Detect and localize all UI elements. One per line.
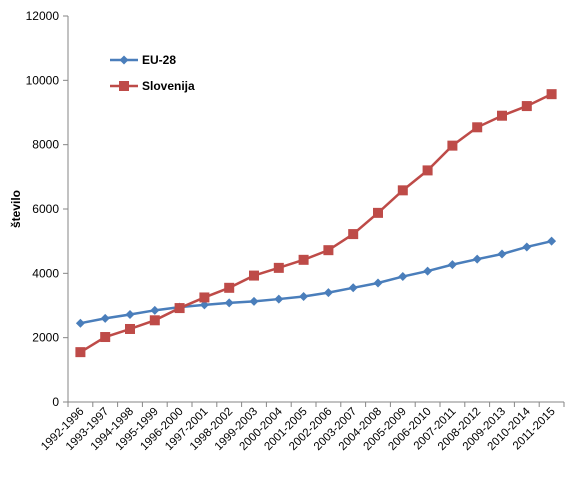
data-point — [497, 110, 507, 121]
data-point — [398, 272, 408, 282]
data-point — [298, 254, 309, 265]
data-point — [547, 236, 557, 246]
data-point — [75, 347, 86, 358]
data-point — [546, 89, 557, 100]
y-axis-title: število — [9, 190, 23, 228]
data-point — [472, 122, 483, 133]
y-tick-label: 12000 — [26, 9, 60, 23]
data-point — [348, 283, 358, 293]
data-point — [224, 298, 234, 308]
legend-swatch-marker — [119, 55, 129, 65]
legend-label: Slovenija — [142, 79, 195, 93]
data-point — [125, 310, 135, 320]
series-eu-28 — [75, 236, 557, 328]
data-point — [447, 140, 458, 151]
data-point — [299, 291, 309, 301]
data-point — [323, 288, 333, 298]
data-point — [249, 270, 259, 281]
data-point — [150, 305, 160, 315]
data-point — [273, 262, 284, 273]
legend-swatch-marker — [119, 81, 129, 91]
y-tick-label: 6000 — [32, 202, 59, 216]
data-point — [497, 249, 507, 259]
data-point — [100, 332, 111, 343]
y-tick-label: 8000 — [32, 138, 59, 152]
data-point — [199, 300, 209, 310]
data-point — [249, 296, 259, 306]
data-point — [274, 294, 284, 304]
data-point — [397, 185, 408, 196]
data-point — [149, 315, 160, 326]
y-tick-label: 10000 — [26, 73, 60, 87]
legend-item: Slovenija — [110, 79, 195, 93]
data-point — [323, 245, 334, 256]
data-point — [348, 229, 359, 240]
data-point — [373, 207, 383, 218]
data-point — [125, 323, 135, 334]
series-line — [80, 239, 552, 325]
x-axis: 1992-19961993-19971994-19981995-19991996… — [39, 401, 565, 453]
data-point — [224, 282, 235, 293]
data-point — [174, 303, 185, 314]
data-point — [423, 266, 433, 276]
data-point — [521, 101, 532, 112]
y-tick-label: 2000 — [32, 331, 59, 345]
y-tick-label: 4000 — [32, 266, 59, 280]
series-layer — [75, 89, 557, 358]
series-line — [79, 93, 553, 354]
data-point — [75, 318, 85, 328]
data-point — [373, 278, 383, 288]
legend-label: EU-28 — [142, 53, 176, 67]
data-point — [447, 260, 457, 270]
data-point — [199, 292, 210, 303]
data-point — [100, 313, 110, 323]
data-point — [422, 165, 433, 176]
data-point — [472, 254, 482, 264]
y-tick-label: 0 — [52, 395, 59, 409]
data-point — [522, 242, 532, 252]
legend-item: EU-28 — [110, 53, 176, 67]
series-slovenija — [75, 89, 557, 358]
legend: EU-28 Slovenija — [110, 53, 195, 93]
y-axis: 0 2000 4000 6000 8000 10000 12000 — [26, 9, 69, 409]
